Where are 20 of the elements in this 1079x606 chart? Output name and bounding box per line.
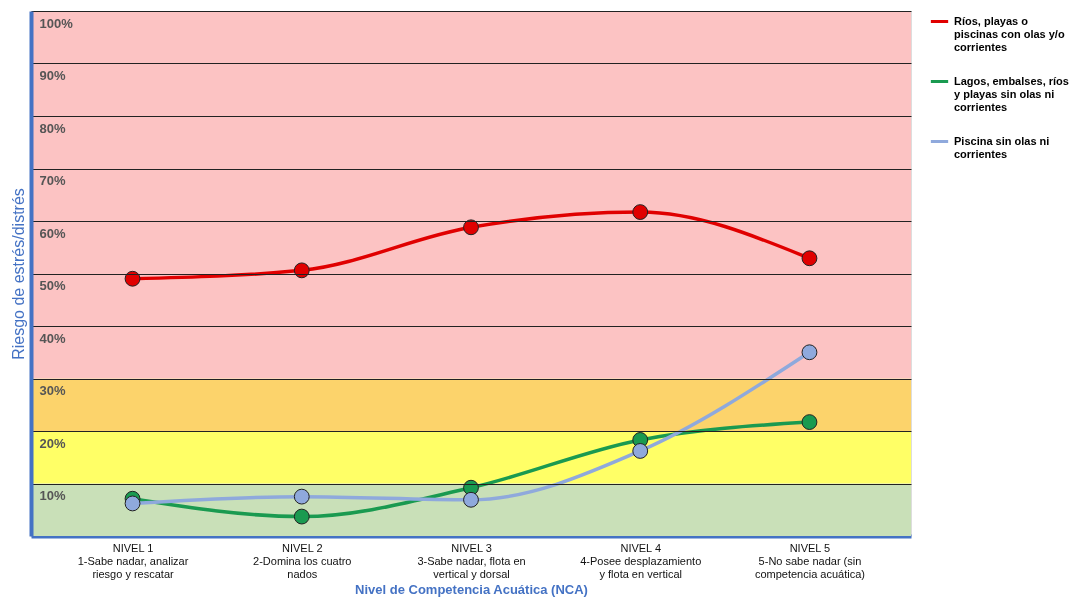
legend-label: Lagos, embalses, ríos y playas sin olas ni corrientes: [954, 74, 1069, 113]
legend-label: Ríos, playas o piscinas con olas y/o corrientes: [954, 14, 1065, 53]
y-tick-label: 50%: [39, 278, 66, 293]
x-tick-label: NIVEL 4 4-Posee desplazamiento y flota en vertical: [580, 541, 702, 580]
y-tick-label: 90%: [39, 68, 66, 83]
y-axis-title: Riesgo de estrés/distrés: [10, 188, 27, 360]
y-tick-label: 100%: [39, 15, 74, 31]
x-tick-label: NIVEL 3 3-Sabe nadar, flota en vertical y dorsal: [417, 541, 526, 580]
y-tick-label: 60%: [39, 225, 66, 241]
y-tick-label: 40%: [39, 330, 66, 346]
y-tick-label: 10%: [39, 488, 66, 503]
x-tick-label: NIVEL 2 2-Domina los cuatro nados: [253, 541, 352, 580]
y-tick-label: 20%: [39, 435, 66, 451]
x-axis-title: Nivel de Competencia Acuática (NCA): [355, 581, 588, 597]
y-tick-label: 80%: [39, 120, 66, 136]
y-tick-label: 70%: [39, 173, 66, 188]
x-tick-label: NIVEL 1 1-Sabe nadar, analizar riesgo y rescatar: [77, 541, 189, 580]
y-tick-label: 30%: [39, 383, 66, 398]
x-tick-label: NIVEL 5 5-No sabe nadar (sin competencia acuática): [754, 541, 865, 580]
legend-label: Piscina sin olas ni corrientes: [954, 134, 1050, 160]
